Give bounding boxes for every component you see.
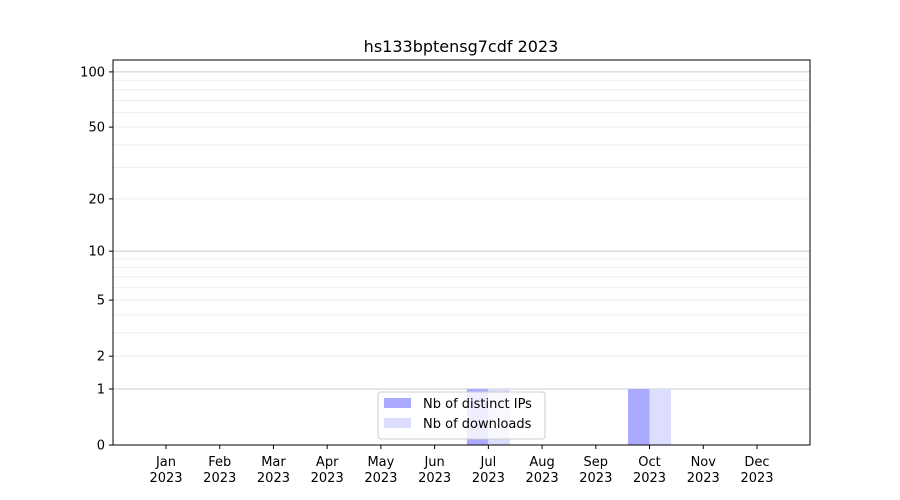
x-tick-label: Oct: [638, 455, 660, 470]
x-axis: Jan2023Feb2023Mar2023Apr2023May2023Jun20…: [149, 445, 774, 486]
legend-label: Nb of distinct IPs: [423, 397, 532, 412]
bar-distinct-ips: [628, 388, 650, 445]
x-tick-label: 2023: [257, 471, 290, 486]
x-tick-label: Dec: [744, 455, 769, 470]
legend-swatch: [384, 418, 411, 428]
x-tick-label: 2023: [418, 471, 451, 486]
x-tick-label: 2023: [472, 471, 505, 486]
y-tick-label: 100: [80, 65, 105, 80]
y-tick-label: 10: [88, 245, 105, 260]
legend: Nb of distinct IPs Nb of downloads: [377, 391, 546, 440]
x-tick-label: 2023: [633, 471, 666, 486]
grid: [113, 71, 810, 390]
y-tick-label: 2: [97, 350, 105, 365]
x-tick-label: 2023: [311, 471, 344, 486]
x-tick-label: 2023: [740, 471, 773, 486]
x-tick-label: 2023: [579, 471, 612, 486]
x-tick-label: 2023: [364, 471, 397, 486]
x-tick-label: Mar: [261, 455, 286, 470]
x-tick-label: Sep: [584, 455, 609, 470]
chart-title: hs133bptensg7cdf 2023: [364, 37, 559, 56]
y-tick-label: 1: [97, 382, 105, 397]
x-tick-label: Apr: [316, 455, 339, 470]
x-tick-label: 2023: [203, 471, 236, 486]
x-tick-label: Jan: [155, 455, 176, 470]
x-tick-label: Feb: [208, 455, 231, 470]
x-tick-label: Nov: [691, 455, 717, 470]
legend-swatch: [384, 398, 411, 408]
x-tick-label: 2023: [687, 471, 720, 486]
x-tick-label: Jun: [423, 455, 444, 470]
legend-box: [377, 391, 546, 440]
y-tick-label: 50: [88, 121, 105, 136]
x-tick-label: Aug: [529, 455, 554, 470]
bar-downloads: [649, 388, 672, 445]
plot-frame: [112, 59, 811, 446]
y-tick-label: 0: [97, 439, 105, 454]
y-axis: 0 1 2 5 10 20 50 100: [80, 65, 113, 454]
y-tick-label: 5: [97, 294, 105, 309]
legend-label: Nb of downloads: [423, 417, 532, 432]
x-tick-label: 2023: [149, 471, 182, 486]
y-tick-label: 20: [88, 192, 105, 207]
x-tick-label: 2023: [526, 471, 559, 486]
x-tick-label: Jul: [480, 455, 497, 470]
x-tick-label: May: [367, 455, 394, 470]
